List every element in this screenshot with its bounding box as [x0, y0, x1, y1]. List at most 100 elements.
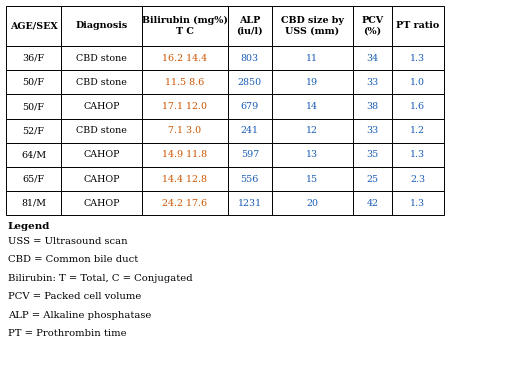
Bar [61, 70, 142, 94]
Bar [228, 167, 272, 191]
Bar [6, 46, 61, 70]
Bar [272, 46, 353, 70]
Text: 24.2 17.6: 24.2 17.6 [162, 199, 207, 208]
Bar [392, 167, 444, 191]
Bar [228, 70, 272, 94]
Bar [272, 143, 353, 167]
Bar [392, 46, 444, 70]
Text: 241: 241 [241, 126, 259, 135]
Text: 50/F: 50/F [22, 78, 45, 87]
Text: CBD = Common bile duct: CBD = Common bile duct [8, 255, 138, 264]
Text: 12: 12 [306, 126, 318, 135]
Text: 38: 38 [366, 102, 378, 111]
Bar [228, 6, 272, 46]
Text: PT = Prothrombin time: PT = Prothrombin time [8, 329, 127, 338]
Text: 34: 34 [366, 54, 378, 63]
Text: 1.3: 1.3 [410, 54, 426, 63]
Bar [6, 119, 61, 143]
Text: 35: 35 [366, 151, 378, 159]
Bar [392, 191, 444, 215]
Text: CAHOP: CAHOP [83, 199, 120, 208]
Text: 2850: 2850 [238, 78, 262, 87]
Bar [228, 143, 272, 167]
Bar [142, 6, 228, 46]
Text: 1.0: 1.0 [411, 78, 425, 87]
Text: 36/F: 36/F [22, 54, 45, 63]
Bar [353, 143, 392, 167]
Text: 14: 14 [306, 102, 318, 111]
Text: PT ratio: PT ratio [396, 22, 440, 30]
Text: CAHOP: CAHOP [83, 102, 120, 111]
Bar [142, 167, 228, 191]
Text: 33: 33 [366, 126, 378, 135]
Text: 597: 597 [241, 151, 259, 159]
Bar [142, 119, 228, 143]
Text: 33: 33 [366, 78, 378, 87]
Bar [6, 167, 61, 191]
Text: 1.2: 1.2 [411, 126, 425, 135]
Bar [6, 94, 61, 119]
Text: 14.9 11.8: 14.9 11.8 [162, 151, 207, 159]
Text: 16.2 14.4: 16.2 14.4 [162, 54, 207, 63]
Text: 2.3: 2.3 [410, 175, 426, 184]
Bar [272, 119, 353, 143]
Bar [353, 191, 392, 215]
Bar [142, 46, 228, 70]
Text: Legend: Legend [8, 222, 50, 231]
Text: 556: 556 [241, 175, 259, 184]
Bar [142, 143, 228, 167]
Text: CBD stone: CBD stone [76, 54, 127, 63]
Text: 1.6: 1.6 [410, 102, 426, 111]
Bar [353, 119, 392, 143]
Text: 20: 20 [306, 199, 318, 208]
Text: 1.3: 1.3 [410, 151, 426, 159]
Bar [142, 94, 228, 119]
Text: ALP = Alkaline phosphatase: ALP = Alkaline phosphatase [8, 311, 151, 319]
Text: CAHOP: CAHOP [83, 151, 120, 159]
Bar [61, 6, 142, 46]
Bar [61, 191, 142, 215]
Text: Bilirubin (mg%)
T C: Bilirubin (mg%) T C [142, 16, 228, 36]
Text: 81/M: 81/M [21, 199, 46, 208]
Text: 7.1 3.0: 7.1 3.0 [168, 126, 201, 135]
Bar [392, 143, 444, 167]
Text: 803: 803 [241, 54, 259, 63]
Bar [228, 94, 272, 119]
Bar [272, 191, 353, 215]
Bar [272, 6, 353, 46]
Bar [228, 119, 272, 143]
Text: CBD size by
USS (mm): CBD size by USS (mm) [281, 16, 344, 36]
Text: 11: 11 [306, 54, 318, 63]
Bar [6, 70, 61, 94]
Text: 1231: 1231 [238, 199, 262, 208]
Text: 11.5 8.6: 11.5 8.6 [165, 78, 204, 87]
Text: 25: 25 [366, 175, 378, 184]
Bar [6, 191, 61, 215]
Bar [272, 70, 353, 94]
Text: PCV
(%): PCV (%) [361, 16, 383, 36]
Bar [142, 191, 228, 215]
Text: 52/F: 52/F [22, 126, 45, 135]
Text: 13: 13 [306, 151, 318, 159]
Bar [228, 46, 272, 70]
Text: 17.1 12.0: 17.1 12.0 [162, 102, 207, 111]
Text: 15: 15 [306, 175, 318, 184]
Bar [6, 143, 61, 167]
Text: CAHOP: CAHOP [83, 175, 120, 184]
Text: CBD stone: CBD stone [76, 126, 127, 135]
Bar [6, 6, 61, 46]
Bar [353, 167, 392, 191]
Bar [353, 46, 392, 70]
Bar [392, 94, 444, 119]
Bar [142, 70, 228, 94]
Text: 14.4 12.8: 14.4 12.8 [162, 175, 207, 184]
Text: USS = Ultrasound scan: USS = Ultrasound scan [8, 237, 128, 246]
Text: 679: 679 [241, 102, 259, 111]
Bar [392, 70, 444, 94]
Text: PCV = Packed cell volume: PCV = Packed cell volume [8, 292, 141, 301]
Bar [228, 191, 272, 215]
Text: 50/F: 50/F [22, 102, 45, 111]
Text: Diagnosis: Diagnosis [75, 22, 128, 30]
Bar [353, 6, 392, 46]
Bar [61, 143, 142, 167]
